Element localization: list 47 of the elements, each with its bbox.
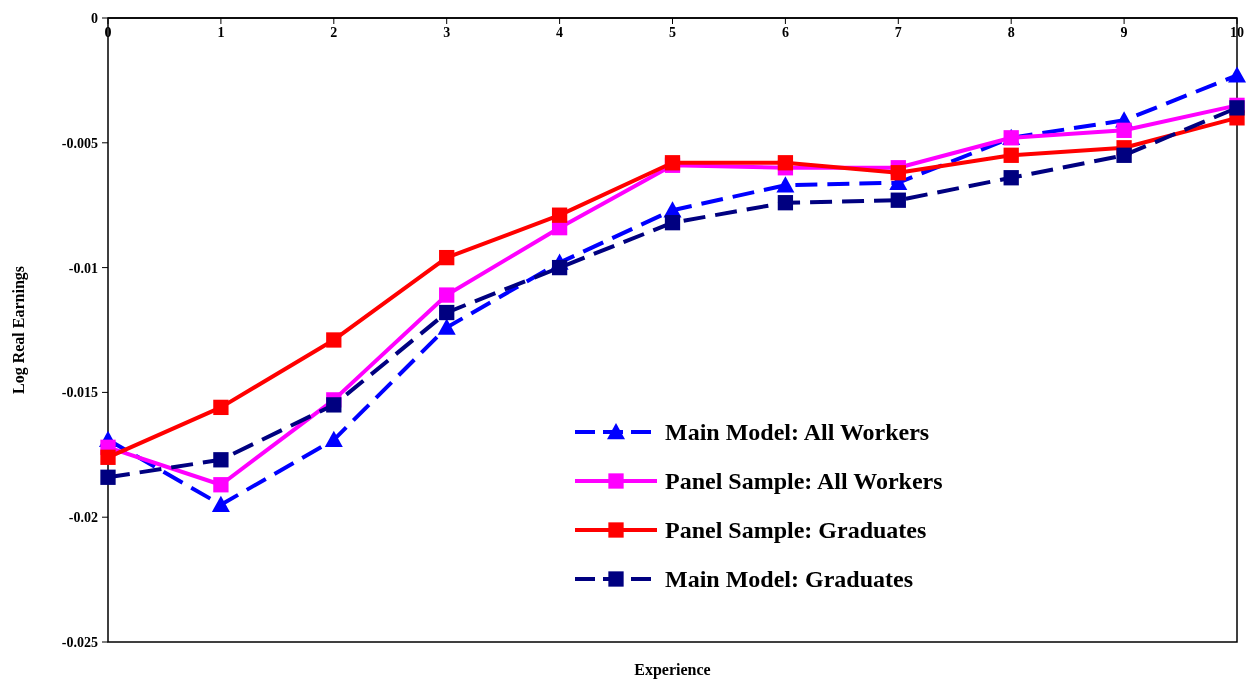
point <box>100 469 116 485</box>
point <box>439 249 455 266</box>
x-tick-label: 5 <box>669 25 676 40</box>
point <box>439 304 455 321</box>
x-tick-label: 8 <box>1007 25 1015 40</box>
x-tick-label: 9 <box>1120 25 1128 40</box>
x-tick-label: 2 <box>330 25 338 40</box>
point <box>213 477 229 493</box>
point <box>439 287 455 303</box>
point <box>776 176 795 193</box>
y-tick-label: -0.025 <box>61 634 98 650</box>
point <box>1003 147 1019 163</box>
legend-label: Main Model: Graduates <box>665 566 913 593</box>
legend-label: Panel Sample: All Workers <box>665 468 943 495</box>
point <box>1116 147 1132 163</box>
point <box>777 195 794 211</box>
point <box>1003 170 1019 186</box>
point <box>326 397 342 413</box>
point <box>213 399 229 416</box>
legend-label: Main Model: All Workers <box>665 419 930 446</box>
x-tick-label: 3 <box>443 25 451 40</box>
legend-label: Panel Sample: Graduates <box>665 517 927 544</box>
point <box>211 495 230 512</box>
point <box>551 207 568 223</box>
x-tick-label: 6 <box>781 25 789 40</box>
point <box>1228 66 1246 83</box>
point <box>100 449 116 465</box>
y-tick-label: -0.02 <box>68 510 98 526</box>
x-tick-label: 7 <box>894 25 902 40</box>
x-axis-title: Experience <box>634 661 711 679</box>
x-tick-label: 4 <box>556 25 564 40</box>
y-tick-label: -0.005 <box>61 135 98 151</box>
x-tick-label: 1 <box>217 25 225 40</box>
y-tick-label: -0.01 <box>68 260 98 276</box>
point <box>664 215 681 231</box>
y-tick-label: 0 <box>91 10 98 26</box>
point <box>777 155 794 171</box>
point <box>1116 122 1132 138</box>
y-tick-label: -0.015 <box>61 385 98 401</box>
point <box>326 332 342 348</box>
point <box>213 452 229 468</box>
point <box>437 318 456 335</box>
point <box>324 430 343 448</box>
point <box>551 259 568 276</box>
y-axis-title: Log Real Earnings <box>10 265 28 395</box>
point <box>890 165 906 181</box>
point <box>890 192 906 208</box>
